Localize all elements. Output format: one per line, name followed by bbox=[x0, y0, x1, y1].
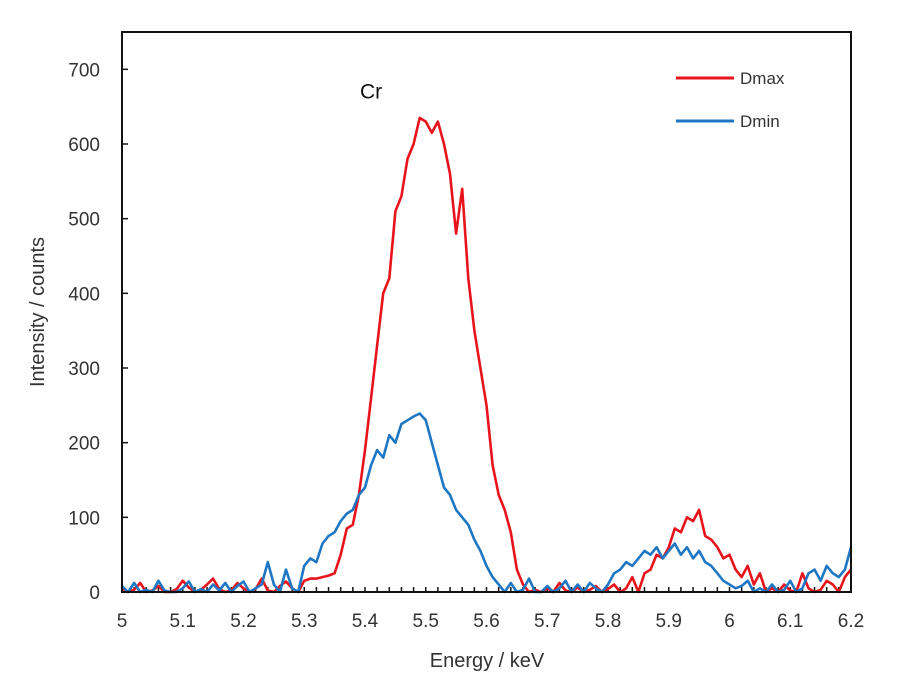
series-group bbox=[121, 116, 853, 594]
x-tick-label: 5.3 bbox=[291, 611, 317, 632]
legend-label-dmax: Dmax bbox=[740, 69, 785, 88]
y-tick-label: 100 bbox=[68, 508, 100, 529]
x-tick-label: 5.4 bbox=[352, 611, 379, 632]
y-axis-title: Intensity / counts bbox=[27, 237, 49, 387]
x-tick-label: 5.5 bbox=[413, 611, 439, 632]
y-tick-label: 600 bbox=[68, 135, 100, 156]
x-tick-label: 5.1 bbox=[170, 611, 196, 632]
y-tick-label: 300 bbox=[68, 359, 100, 380]
y-axis-tick-labels: 0 100 200 300 400 500 600 700 bbox=[68, 60, 100, 604]
x-tick-label: 6 bbox=[724, 611, 735, 632]
x-axis-title: Energy / keV bbox=[430, 650, 545, 672]
x-tick-label: 5 bbox=[117, 611, 128, 632]
x-tick-label: 5.2 bbox=[230, 611, 256, 632]
x-tick-label: 5.6 bbox=[473, 611, 499, 632]
y-tick-label: 500 bbox=[68, 210, 100, 231]
y-tick-label: 700 bbox=[68, 60, 100, 81]
x-tick-label: 6.2 bbox=[838, 611, 864, 632]
legend-label-dmin: Dmin bbox=[740, 112, 780, 131]
x-tick-label: 5.9 bbox=[656, 611, 682, 632]
x-tick-label: 5.7 bbox=[534, 611, 560, 632]
x-tick-label: 5.8 bbox=[595, 611, 621, 632]
plot-frame bbox=[121, 31, 852, 593]
series-line-dmax bbox=[121, 116, 853, 594]
y-tick-label: 200 bbox=[68, 434, 100, 455]
peak-annotation-cr: Cr bbox=[360, 81, 382, 104]
y-tick-label: 0 bbox=[89, 583, 100, 604]
legend: Dmax Dmin bbox=[676, 69, 785, 131]
series-line-dmin bbox=[121, 412, 853, 594]
y-tick-label: 400 bbox=[68, 284, 100, 305]
x-tick-label: 6.1 bbox=[777, 611, 803, 632]
x-axis-tick-labels: 5 5.1 5.2 5.3 5.4 5.5 5.6 5.7 5.8 5.9 6 6.1 6.2 bbox=[117, 611, 865, 632]
